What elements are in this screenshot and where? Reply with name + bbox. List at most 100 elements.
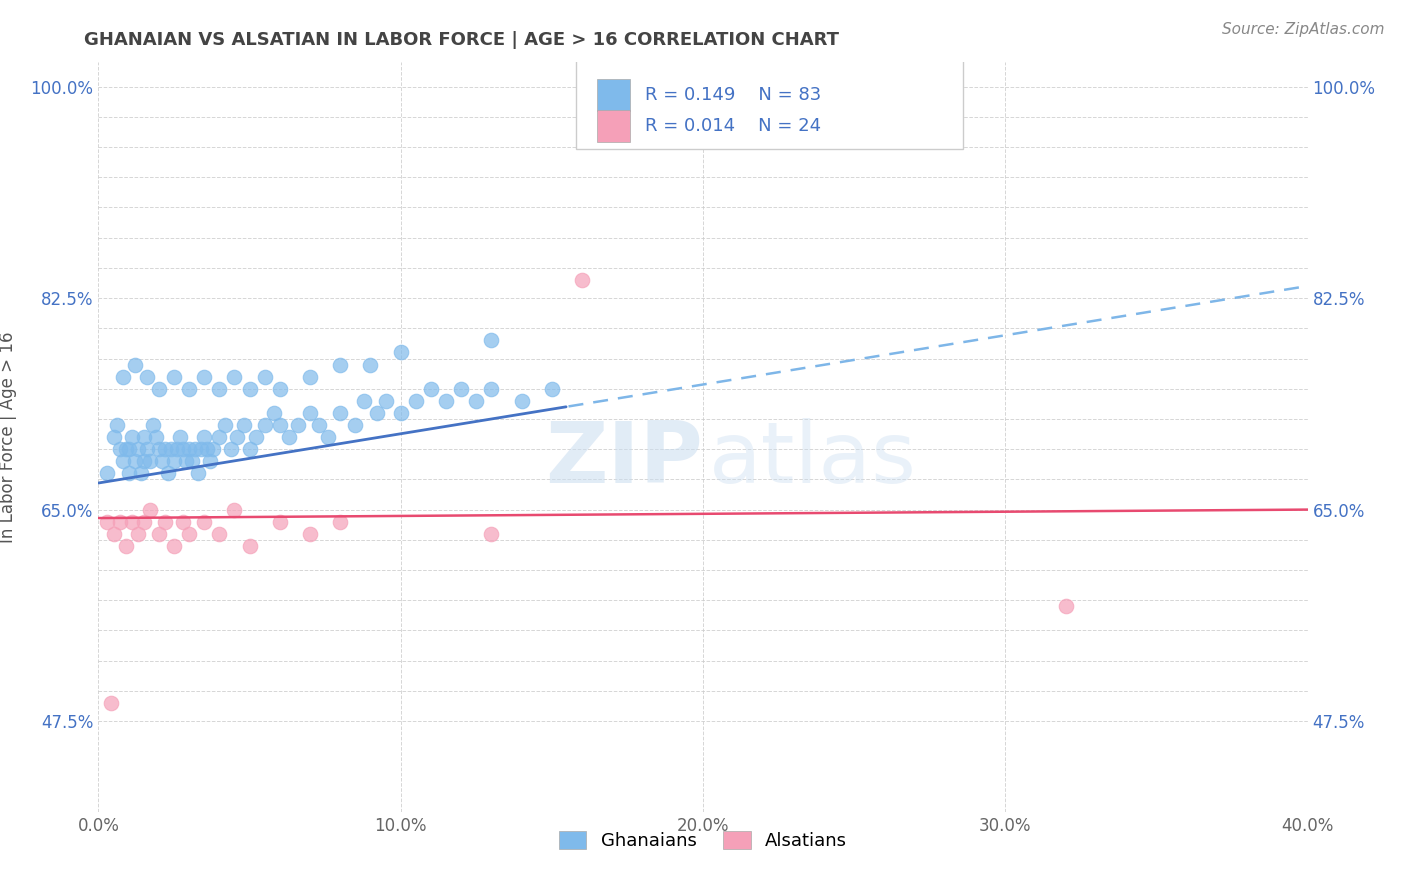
Point xyxy=(253,417,276,432)
Text: Source: ZipAtlas.com: Source: ZipAtlas.com xyxy=(1222,22,1385,37)
Point xyxy=(103,430,125,444)
Point xyxy=(1054,599,1077,614)
Point xyxy=(139,454,162,468)
Point xyxy=(166,442,188,457)
Point xyxy=(156,467,179,481)
Point xyxy=(269,417,291,432)
Point xyxy=(153,515,176,529)
Point xyxy=(163,539,186,553)
Bar xyxy=(596,111,630,142)
Point xyxy=(269,515,291,529)
Text: R = 0.014    N = 24: R = 0.014 N = 24 xyxy=(645,117,821,135)
Point xyxy=(96,467,118,481)
Point xyxy=(108,442,131,457)
Point xyxy=(129,467,152,481)
Point xyxy=(127,526,149,541)
Point xyxy=(389,406,412,420)
Point xyxy=(139,502,162,516)
Point xyxy=(329,515,352,529)
Point xyxy=(118,467,141,481)
Point xyxy=(172,442,194,457)
Point xyxy=(160,442,183,457)
Point xyxy=(148,382,170,396)
Point xyxy=(481,526,503,541)
Point xyxy=(121,515,143,529)
Point xyxy=(239,442,262,457)
Point xyxy=(111,369,134,384)
Point xyxy=(105,417,128,432)
Point xyxy=(269,382,291,396)
Point xyxy=(226,430,249,444)
Point xyxy=(135,369,157,384)
Point xyxy=(299,369,322,384)
Point xyxy=(481,334,503,348)
Legend: Ghanaians, Alsatians: Ghanaians, Alsatians xyxy=(550,822,856,859)
Point xyxy=(239,382,262,396)
Point xyxy=(208,526,231,541)
Point xyxy=(214,417,236,432)
Point xyxy=(114,539,136,553)
Text: ZIP: ZIP xyxy=(546,418,703,501)
Point xyxy=(263,406,285,420)
Point xyxy=(353,393,375,408)
Point xyxy=(202,442,225,457)
Point xyxy=(179,526,201,541)
Point xyxy=(148,442,170,457)
Point xyxy=(108,515,131,529)
Point xyxy=(121,430,143,444)
Point xyxy=(287,417,309,432)
Point xyxy=(465,393,488,408)
Bar xyxy=(596,79,630,111)
Point xyxy=(187,467,209,481)
Point xyxy=(344,417,367,432)
Point xyxy=(179,382,201,396)
Point xyxy=(145,430,167,444)
Point xyxy=(224,502,246,516)
Point xyxy=(132,430,155,444)
Point xyxy=(169,430,191,444)
Point xyxy=(221,442,243,457)
Point xyxy=(208,430,231,444)
Point xyxy=(329,358,352,372)
Point xyxy=(299,526,322,541)
Point xyxy=(299,406,322,420)
Point xyxy=(224,369,246,384)
Point xyxy=(96,515,118,529)
Point xyxy=(434,393,457,408)
Text: GHANAIAN VS ALSATIAN IN LABOR FORCE | AGE > 16 CORRELATION CHART: GHANAIAN VS ALSATIAN IN LABOR FORCE | AG… xyxy=(84,31,839,49)
Point xyxy=(253,369,276,384)
Point xyxy=(127,442,149,457)
Point xyxy=(450,382,472,396)
Point xyxy=(195,442,218,457)
Point xyxy=(181,454,204,468)
Point xyxy=(148,526,170,541)
Point xyxy=(200,454,222,468)
Point xyxy=(245,430,267,444)
Point xyxy=(153,442,176,457)
FancyBboxPatch shape xyxy=(576,55,963,149)
Point xyxy=(179,442,201,457)
Point xyxy=(184,442,207,457)
Point xyxy=(132,454,155,468)
Point xyxy=(142,417,165,432)
Point xyxy=(100,696,122,710)
Text: R = 0.149    N = 83: R = 0.149 N = 83 xyxy=(645,86,821,103)
Point xyxy=(114,442,136,457)
Point xyxy=(510,393,533,408)
Point xyxy=(420,382,443,396)
Point xyxy=(150,454,173,468)
Point xyxy=(316,430,339,444)
Point xyxy=(232,417,254,432)
Point xyxy=(124,454,146,468)
Point xyxy=(132,515,155,529)
Point xyxy=(308,417,330,432)
Point xyxy=(174,454,197,468)
Point xyxy=(540,382,562,396)
Point xyxy=(481,382,503,396)
Point xyxy=(172,515,194,529)
Point xyxy=(103,526,125,541)
Point xyxy=(135,442,157,457)
Point xyxy=(118,442,141,457)
Y-axis label: In Labor Force | Age > 16: In Labor Force | Age > 16 xyxy=(0,331,17,543)
Point xyxy=(571,273,593,287)
